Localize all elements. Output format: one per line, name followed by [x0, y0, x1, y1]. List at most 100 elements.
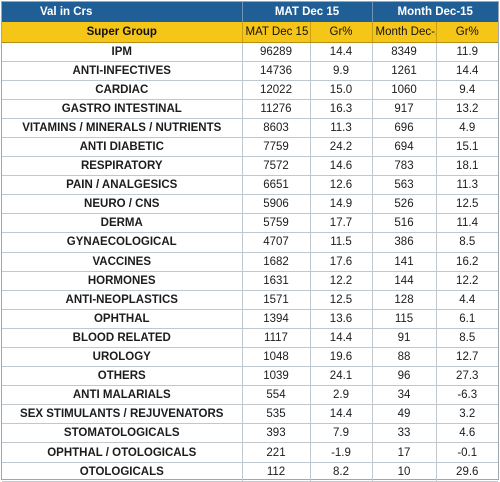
- column-header-mat: MAT Dec 15: [242, 22, 311, 43]
- table-row: OPHTHAL 1394 13.6 115 6.1: [2, 309, 498, 329]
- mat-growth-cell: 16.3: [310, 99, 373, 119]
- super-group-name-cell: PAIN / ANALGESICS: [2, 175, 243, 196]
- month-growth-cell: -6.3: [436, 385, 498, 406]
- month-value-cell: 694: [372, 137, 437, 158]
- mat-value-cell: 554: [242, 385, 311, 406]
- super-group-name-cell: OPHTHAL / OTOLOGICALS: [2, 442, 243, 463]
- super-group-name-cell: OPHTHAL: [2, 309, 243, 329]
- mat-value-cell: 14736: [242, 61, 311, 81]
- mat-value-cell: 393: [242, 423, 311, 444]
- month-growth-cell: 27.3: [436, 366, 498, 387]
- mat-growth-cell: 11.3: [310, 118, 373, 138]
- table-row: ANTI-INFECTIVES 14736 9.9 1261 14.4: [2, 61, 498, 81]
- super-group-name-cell: NEURO / CNS: [2, 194, 243, 215]
- table-row: VITAMINS / MINERALS / NUTRIENTS 8603 11.3 6…: [2, 118, 498, 138]
- mat-growth-cell: 17.7: [310, 213, 373, 234]
- table-row: ANTI DIABETIC 7759 24.2 694 15.1: [2, 137, 498, 158]
- month-value-cell: 91: [372, 328, 437, 349]
- super-group-name-cell: UROLOGY: [2, 347, 243, 368]
- table-row: GASTRO INTESTINAL 11276 16.3 917 13.2: [2, 99, 498, 119]
- table-row: CARDIAC 12022 15.0 1060 9.4: [2, 80, 498, 100]
- month-value-cell: 10: [372, 462, 437, 482]
- mat-growth-cell: 12.6: [310, 175, 373, 196]
- table-row: IPM 96289 14.4 8349 11.9: [2, 42, 498, 62]
- table-row: STOMATOLOGICALS 393 7.9 33 4.6: [2, 423, 498, 444]
- table-row: DERMA 5759 17.7 516 11.4: [2, 213, 498, 234]
- mat-growth-cell: 14.4: [310, 404, 373, 425]
- super-group-name-cell: IPM: [2, 42, 243, 62]
- header-row-columns: Super Group MAT Dec 15 Gr% Month Dec-15 …: [2, 22, 498, 43]
- super-group-name-cell: DERMA: [2, 213, 243, 234]
- month-growth-cell: 11.3: [436, 175, 498, 196]
- month-growth-cell: 12.5: [436, 194, 498, 215]
- month-value-cell: 696: [372, 118, 437, 138]
- mat-growth-cell: 24.1: [310, 366, 373, 387]
- month-growth-cell: 8.5: [436, 328, 498, 349]
- super-group-name-cell: RESPIRATORY: [2, 156, 243, 177]
- table-row: BLOOD RELATED 1117 14.4 91 8.5: [2, 328, 498, 349]
- super-group-name-cell: GASTRO INTESTINAL: [2, 99, 243, 119]
- mat-growth-cell: 8.2: [310, 462, 373, 482]
- mat-growth-cell: 14.9: [310, 194, 373, 215]
- month-value-cell: 1261: [372, 61, 437, 81]
- month-growth-cell: 29.6: [436, 462, 498, 482]
- month-value-cell: 49: [372, 404, 437, 425]
- mat-growth-cell: 17.6: [310, 252, 373, 272]
- table-row: OTOLOGICALS 112 8.2 10 29.6: [2, 462, 498, 482]
- mat-growth-cell: 12.5: [310, 290, 373, 310]
- super-group-name-cell: ANTI MALARIALS: [2, 385, 243, 406]
- mat-value-cell: 96289: [242, 42, 311, 62]
- super-group-name-cell: OTOLOGICALS: [2, 462, 243, 482]
- month-growth-cell: -0.1: [436, 442, 498, 463]
- super-group-name-cell: STOMATOLOGICALS: [2, 423, 243, 444]
- super-group-name-cell: VITAMINS / MINERALS / NUTRIENTS: [2, 118, 243, 138]
- month-value-cell: 17: [372, 442, 437, 463]
- mat-growth-cell: 15.0: [310, 80, 373, 100]
- month-growth-cell: 9.4: [436, 80, 498, 100]
- month-growth-cell: 12.7: [436, 347, 498, 368]
- mat-value-cell: 7572: [242, 156, 311, 177]
- mat-value-cell: 1682: [242, 252, 311, 272]
- mat-growth-cell: 9.9: [310, 61, 373, 81]
- mat-value-cell: 7759: [242, 137, 311, 158]
- table-row: ANTI MALARIALS 554 2.9 34 -6.3: [2, 385, 498, 406]
- super-group-name-cell: VACCINES: [2, 252, 243, 272]
- super-group-name-cell: SEX STIMULANTS / REJUVENATORS: [2, 404, 243, 425]
- month-growth-cell: 4.6: [436, 423, 498, 444]
- super-group-name-cell: CARDIAC: [2, 80, 243, 100]
- mat-growth-cell: 14.6: [310, 156, 373, 177]
- month-value-cell: 783: [372, 156, 437, 177]
- mat-value-cell: 1117: [242, 328, 311, 349]
- column-header-month: Month Dec-15: [372, 22, 437, 43]
- column-header-mat-growth: Gr%: [310, 22, 373, 43]
- table-row: UROLOGY 1048 19.6 88 12.7: [2, 347, 498, 368]
- super-group-name-cell: ANTI-NEOPLASTICS: [2, 290, 243, 310]
- month-value-cell: 128: [372, 290, 437, 310]
- mat-value-cell: 5759: [242, 213, 311, 234]
- table-row: ANTI-NEOPLASTICS 1571 12.5 128 4.4: [2, 290, 498, 310]
- table-row: NEURO / CNS 5906 14.9 526 12.5: [2, 194, 498, 215]
- month-growth-cell: 11.4: [436, 213, 498, 234]
- month-value-cell: 33: [372, 423, 437, 444]
- mat-value-cell: 1631: [242, 271, 311, 291]
- month-growth-cell: 11.9: [436, 42, 498, 62]
- table-body: IPM 96289 14.4 8349 11.9 ANTI-INFECTIVES 14736…: [2, 42, 498, 482]
- mat-growth-cell: 14.4: [310, 328, 373, 349]
- mat-value-cell: 535: [242, 404, 311, 425]
- month-growth-cell: 4.9: [436, 118, 498, 138]
- month-growth-cell: 16.2: [436, 252, 498, 272]
- mat-value-cell: 12022: [242, 80, 311, 100]
- value-unit-label: Val in Crs: [2, 2, 243, 22]
- table-row: SEX STIMULANTS / REJUVENATORS 535 14.4 49 3.…: [2, 404, 498, 425]
- month-value-cell: 1060: [372, 80, 437, 100]
- mat-growth-cell: 7.9: [310, 423, 373, 444]
- month-growth-cell: 15.1: [436, 137, 498, 158]
- super-group-name-cell: HORMONES: [2, 271, 243, 291]
- month-value-cell: 8349: [372, 42, 437, 62]
- month-growth-cell: 6.1: [436, 309, 498, 329]
- month-growth-cell: 3.2: [436, 404, 498, 425]
- mat-growth-cell: 14.4: [310, 42, 373, 62]
- mat-value-cell: 1571: [242, 290, 311, 310]
- super-group-name-cell: ANTI DIABETIC: [2, 137, 243, 158]
